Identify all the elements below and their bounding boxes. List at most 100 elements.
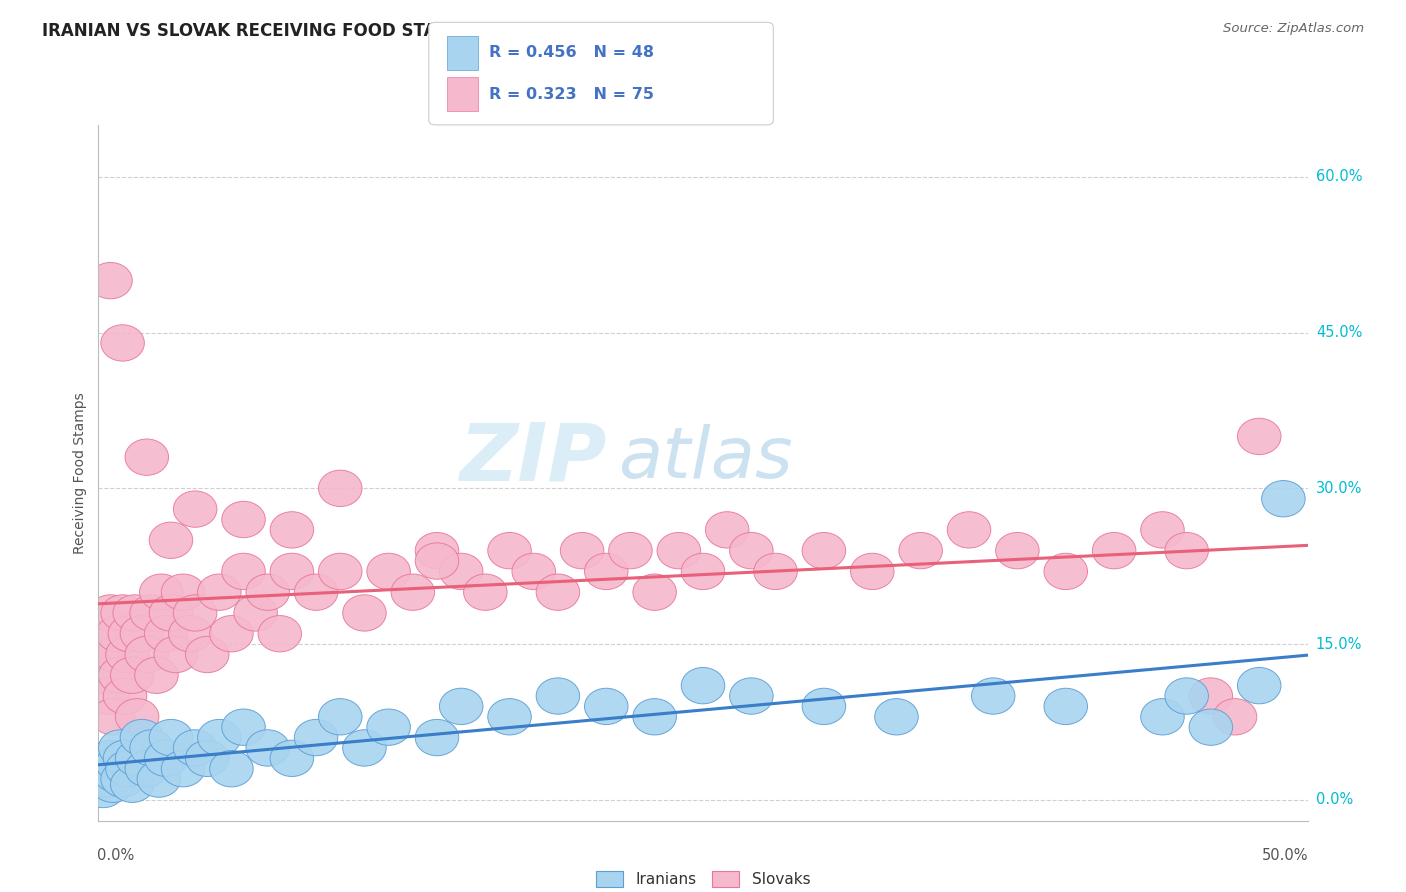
Ellipse shape	[319, 470, 361, 507]
Ellipse shape	[246, 730, 290, 766]
Ellipse shape	[155, 636, 198, 673]
Ellipse shape	[149, 595, 193, 632]
Ellipse shape	[125, 636, 169, 673]
Ellipse shape	[319, 698, 361, 735]
Ellipse shape	[682, 667, 724, 704]
Ellipse shape	[105, 750, 149, 787]
Ellipse shape	[96, 746, 139, 781]
Text: 15.0%: 15.0%	[1316, 637, 1362, 651]
Ellipse shape	[89, 740, 132, 777]
Ellipse shape	[1166, 678, 1208, 714]
Ellipse shape	[754, 553, 797, 590]
Ellipse shape	[367, 709, 411, 746]
Ellipse shape	[536, 574, 579, 610]
Ellipse shape	[115, 740, 159, 777]
Ellipse shape	[173, 730, 217, 766]
Ellipse shape	[1140, 512, 1184, 548]
Ellipse shape	[898, 533, 942, 569]
Text: 50.0%: 50.0%	[1263, 848, 1309, 863]
Ellipse shape	[1189, 709, 1233, 746]
Ellipse shape	[94, 636, 138, 673]
Ellipse shape	[125, 750, 169, 787]
Ellipse shape	[1189, 678, 1233, 714]
Ellipse shape	[415, 533, 458, 569]
Ellipse shape	[86, 678, 129, 714]
Ellipse shape	[135, 657, 179, 693]
Ellipse shape	[536, 678, 579, 714]
Text: IRANIAN VS SLOVAK RECEIVING FOOD STAMPS CORRELATION CHART: IRANIAN VS SLOVAK RECEIVING FOOD STAMPS …	[42, 22, 682, 40]
Text: ZIP: ZIP	[458, 420, 606, 498]
Ellipse shape	[633, 574, 676, 610]
Ellipse shape	[139, 574, 183, 610]
Ellipse shape	[585, 689, 628, 724]
Text: Source: ZipAtlas.com: Source: ZipAtlas.com	[1223, 22, 1364, 36]
Ellipse shape	[464, 574, 508, 610]
Ellipse shape	[91, 766, 135, 803]
Ellipse shape	[222, 501, 266, 538]
Ellipse shape	[169, 615, 212, 652]
Ellipse shape	[730, 533, 773, 569]
Text: R = 0.323   N = 75: R = 0.323 N = 75	[489, 87, 654, 102]
Ellipse shape	[1261, 481, 1305, 516]
Ellipse shape	[162, 750, 205, 787]
Ellipse shape	[609, 533, 652, 569]
Ellipse shape	[706, 512, 749, 548]
Text: 45.0%: 45.0%	[1316, 325, 1362, 340]
Ellipse shape	[233, 595, 277, 632]
Ellipse shape	[488, 533, 531, 569]
Ellipse shape	[86, 761, 129, 797]
Ellipse shape	[803, 533, 845, 569]
Ellipse shape	[875, 698, 918, 735]
Ellipse shape	[186, 740, 229, 777]
Ellipse shape	[1237, 667, 1281, 704]
Ellipse shape	[1140, 698, 1184, 735]
Ellipse shape	[103, 678, 146, 714]
Ellipse shape	[246, 574, 290, 610]
Ellipse shape	[803, 689, 845, 724]
Ellipse shape	[94, 756, 138, 792]
Ellipse shape	[89, 595, 132, 632]
Ellipse shape	[1166, 533, 1208, 569]
Ellipse shape	[488, 698, 531, 735]
Ellipse shape	[101, 761, 145, 797]
Ellipse shape	[319, 553, 361, 590]
Ellipse shape	[145, 740, 188, 777]
Ellipse shape	[440, 689, 482, 724]
Ellipse shape	[115, 698, 159, 735]
Ellipse shape	[98, 657, 142, 693]
Ellipse shape	[270, 553, 314, 590]
Ellipse shape	[84, 750, 128, 787]
Ellipse shape	[561, 533, 603, 569]
Ellipse shape	[633, 698, 676, 735]
Ellipse shape	[585, 553, 628, 590]
Ellipse shape	[103, 740, 146, 777]
Ellipse shape	[972, 678, 1015, 714]
Ellipse shape	[198, 574, 240, 610]
Ellipse shape	[129, 730, 173, 766]
Ellipse shape	[343, 595, 387, 632]
Ellipse shape	[138, 761, 180, 797]
Ellipse shape	[108, 615, 152, 652]
Ellipse shape	[112, 595, 156, 632]
Ellipse shape	[120, 719, 163, 756]
Ellipse shape	[995, 533, 1039, 569]
Legend: Iranians, Slovaks: Iranians, Slovaks	[589, 865, 817, 892]
Ellipse shape	[730, 678, 773, 714]
Ellipse shape	[145, 615, 188, 652]
Text: R = 0.456   N = 48: R = 0.456 N = 48	[489, 45, 654, 61]
Ellipse shape	[343, 730, 387, 766]
Ellipse shape	[111, 766, 155, 803]
Ellipse shape	[1045, 689, 1087, 724]
Ellipse shape	[98, 730, 142, 766]
Text: 0.0%: 0.0%	[97, 848, 135, 863]
Ellipse shape	[440, 553, 482, 590]
Ellipse shape	[173, 595, 217, 632]
Ellipse shape	[512, 553, 555, 590]
Ellipse shape	[682, 553, 724, 590]
Ellipse shape	[82, 772, 125, 807]
Ellipse shape	[391, 574, 434, 610]
Ellipse shape	[120, 615, 163, 652]
Ellipse shape	[222, 553, 266, 590]
Ellipse shape	[198, 719, 240, 756]
Text: 0.0%: 0.0%	[1316, 792, 1353, 807]
